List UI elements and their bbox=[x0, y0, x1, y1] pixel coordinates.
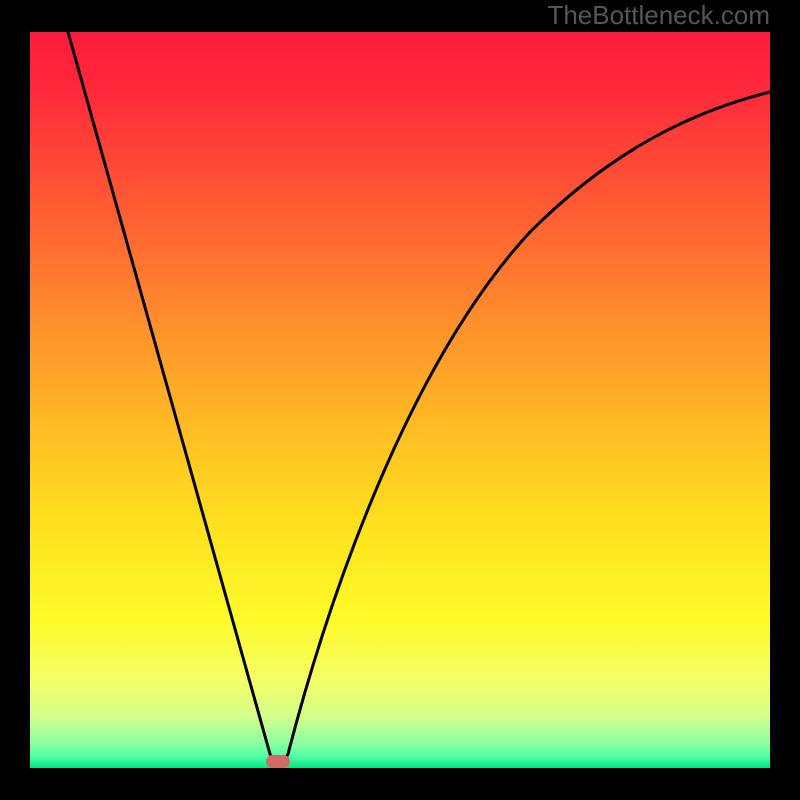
watermark-text: TheBottleneck.com bbox=[547, 0, 770, 31]
chart-frame: TheBottleneck.com bbox=[0, 0, 800, 800]
border-right bbox=[770, 0, 800, 800]
plot-area bbox=[30, 32, 770, 768]
border-bottom bbox=[0, 768, 800, 800]
border-left bbox=[0, 0, 30, 800]
optimal-point-marker bbox=[266, 755, 290, 768]
bottleneck-curve bbox=[30, 32, 770, 768]
